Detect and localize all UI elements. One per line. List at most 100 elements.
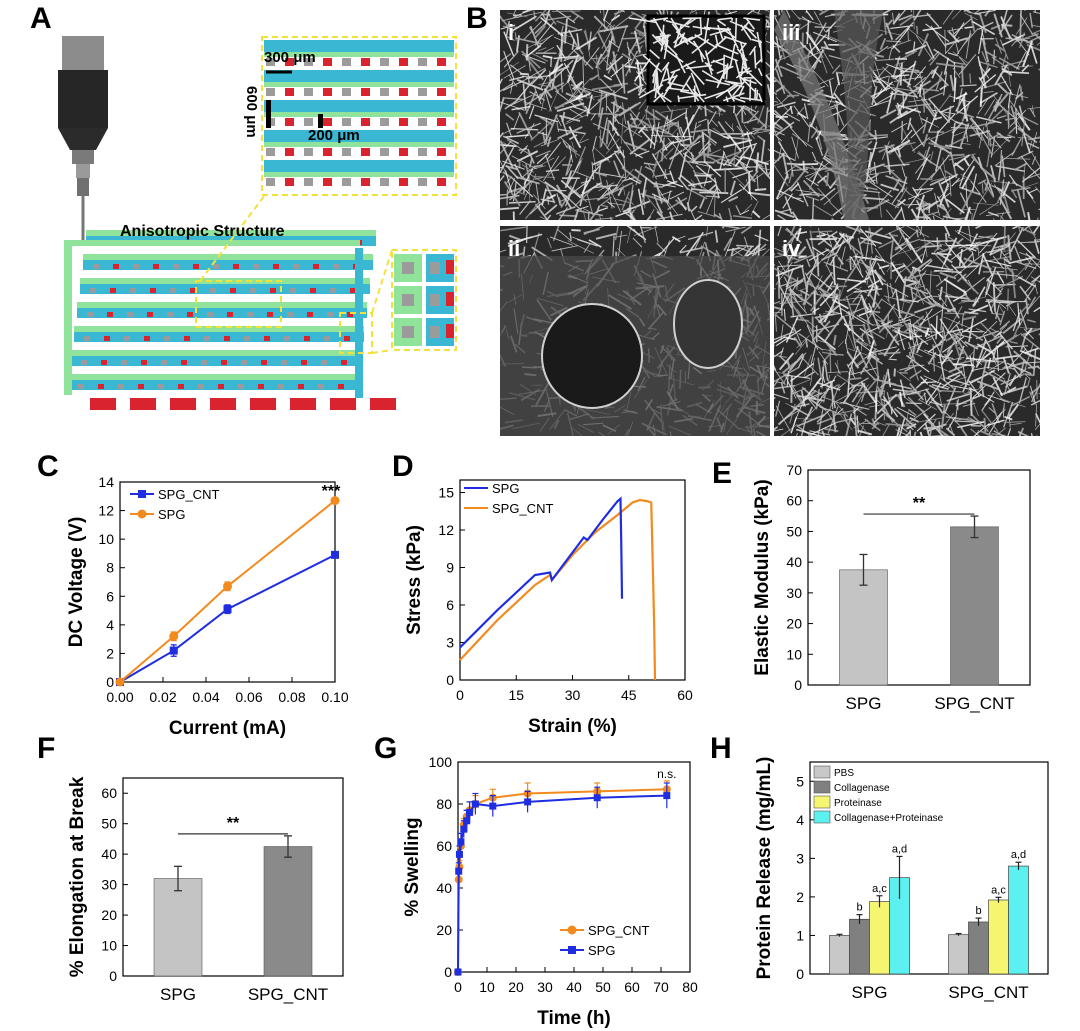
sem-fibre [823, 261, 849, 272]
sem-fibre [713, 150, 741, 163]
sem-fibre [556, 102, 585, 113]
scaffold-pad [173, 264, 179, 269]
sem-fibre [760, 139, 766, 163]
sem-fibre [916, 172, 935, 192]
sem-fibre [690, 72, 701, 96]
sem-fibre [560, 115, 569, 136]
sem-fibre [937, 204, 947, 212]
sem-fibre [569, 10, 584, 20]
sem-fibre [829, 239, 845, 266]
sem-fibre [663, 47, 684, 63]
sem-fibre [550, 57, 553, 67]
sem-fibre [917, 269, 926, 291]
sem-fibre [805, 31, 820, 52]
sem-fibre [793, 218, 799, 220]
sem-fibre [898, 14, 913, 22]
sem-fibre [593, 15, 610, 32]
y-tick-label: 100 [429, 754, 453, 770]
sem-fibre [896, 226, 911, 239]
sem-fibre [598, 161, 602, 173]
sem-fibre [951, 333, 962, 361]
sem-fibre [851, 245, 862, 273]
sem-fibre [975, 235, 993, 240]
sem-fibre [939, 84, 948, 91]
bar-annotation: a,d [892, 843, 907, 855]
sem-fibre [1014, 162, 1028, 171]
sem-fibre [654, 83, 658, 99]
sem-fibre [610, 58, 633, 78]
dim-300: 300 μm [264, 49, 316, 66]
sem-fibre [568, 82, 574, 96]
inset-pad [304, 178, 313, 186]
sem-fibre [802, 179, 820, 198]
sem-image-ii [500, 226, 770, 436]
sem-fibre [818, 10, 830, 16]
sem-fibre [590, 74, 599, 81]
sem-fibre [677, 151, 695, 170]
sem-fibre [789, 403, 796, 424]
sem-fibre [876, 393, 898, 415]
sem-fibre [813, 22, 827, 46]
sem-fibre [964, 340, 979, 350]
sem-fibre [607, 119, 618, 131]
sem-fibre [739, 42, 748, 52]
sem-fibre [810, 344, 817, 365]
sem-fibre [991, 433, 1007, 436]
sem-fibre [922, 146, 931, 167]
sem-fibre [662, 75, 678, 82]
sem-fibre [945, 37, 968, 46]
sem-fibre [859, 351, 876, 375]
sem-fibre [699, 17, 703, 35]
sem-fibre [750, 200, 759, 216]
sem-fibre [938, 275, 943, 284]
sem-fibre [530, 75, 536, 86]
bar-annotation: b [856, 902, 862, 914]
top-view-inset: 300 μm 200 μm 600 μm [243, 36, 457, 196]
sem-fibre [809, 230, 816, 258]
sem-fibre [1024, 373, 1034, 377]
sem-fibre [885, 423, 912, 427]
sem-fibre [534, 176, 556, 178]
sem-fibre [907, 29, 910, 42]
sem-fibre [787, 247, 798, 264]
sem-fibre [984, 278, 989, 298]
series-line-spg_cnt [457, 788, 667, 973]
sem-fibre [947, 416, 956, 430]
sem-fibre [892, 246, 921, 257]
sem-label-iv: iv [782, 236, 801, 261]
sem-fibre [606, 55, 624, 71]
sem-fibre [796, 276, 799, 290]
sem-fibre [1017, 127, 1038, 144]
sem-fibre [500, 175, 505, 182]
sem-fibre [717, 121, 731, 139]
sem-fibre [670, 17, 681, 33]
sem-fibre [891, 122, 908, 133]
sem-fibre [873, 413, 885, 424]
sem-fibre [978, 76, 987, 89]
sem-fibre [949, 423, 955, 436]
sem-fibre [1008, 374, 1017, 387]
sem-fibre [664, 34, 670, 48]
sem-fibre [1018, 105, 1025, 124]
sem-fibre [775, 261, 793, 286]
sem-fibre [963, 158, 970, 167]
sem-fibre [786, 295, 804, 322]
sem-fibre [877, 351, 901, 355]
sem-fibre [894, 61, 905, 66]
sem-fibre [692, 169, 703, 189]
sem-fibre [551, 245, 578, 252]
inset-pad [437, 178, 446, 186]
sem-fibre [805, 338, 809, 348]
sem-fibre [500, 226, 526, 232]
sem-fibre [576, 157, 583, 173]
sem-fibre [553, 55, 578, 60]
sem-fibre [1010, 362, 1031, 379]
sem-fibre [708, 184, 717, 192]
sem-fibre [943, 278, 967, 294]
sem-fibre [896, 316, 900, 340]
inset-pad [437, 118, 446, 126]
scaffold-pad [130, 288, 136, 293]
sem-fibre [977, 179, 987, 185]
sem-fibre [637, 188, 645, 215]
sem-fibre [874, 61, 881, 79]
